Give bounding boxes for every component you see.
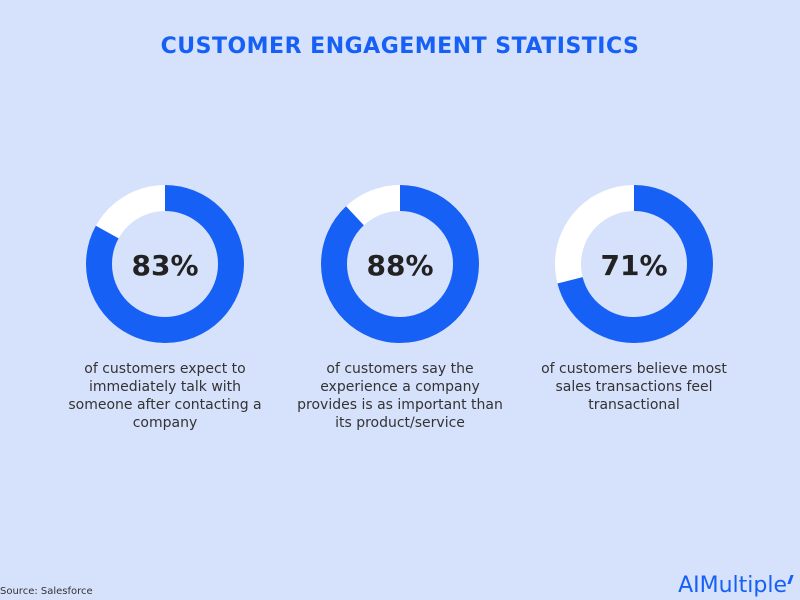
stat-card-1: 83% of customers expect to immediately t…: [55, 184, 275, 432]
donut-arc-2: [321, 185, 479, 343]
donut-chart-2: 88%: [321, 185, 479, 343]
brand-logo-mark-icon: [787, 575, 794, 584]
chart-title: CUSTOMER ENGAGEMENT STATISTICS: [160, 34, 640, 59]
stat-card-2: 88% of customers say the experience a co…: [290, 184, 510, 432]
donut-arc-3: [555, 185, 713, 343]
donut-value-1: 83%: [131, 249, 198, 282]
stat-card-3: 71% of customers believe most sales tran…: [524, 184, 744, 414]
brand-logo-text: AIMultiple: [678, 573, 787, 598]
donut-arc-1: [86, 185, 244, 343]
stat-description-1: of customers expect to immediately talk …: [68, 361, 262, 431]
donut-chart-3: 71%: [555, 185, 713, 343]
source-note: Source: Salesforce: [0, 586, 93, 597]
stat-description-3: of customers believe most sales transact…: [541, 361, 727, 413]
stat-description-2: of customers say the experience a compan…: [297, 361, 503, 431]
donut-value-3: 71%: [600, 249, 667, 282]
brand-logo: AIMultiple: [678, 573, 794, 598]
donut-chart-1: 83%: [86, 185, 244, 343]
donut-value-2: 88%: [366, 249, 433, 282]
